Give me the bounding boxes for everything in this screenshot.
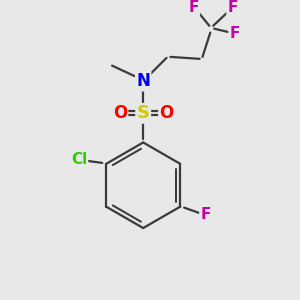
Text: F: F — [230, 26, 240, 41]
Text: Cl: Cl — [71, 152, 87, 167]
Text: S: S — [137, 104, 150, 122]
Text: N: N — [136, 72, 150, 90]
Text: F: F — [200, 207, 211, 222]
Text: F: F — [227, 0, 238, 15]
Text: O: O — [113, 104, 127, 122]
Text: F: F — [189, 0, 199, 15]
Text: O: O — [159, 104, 174, 122]
